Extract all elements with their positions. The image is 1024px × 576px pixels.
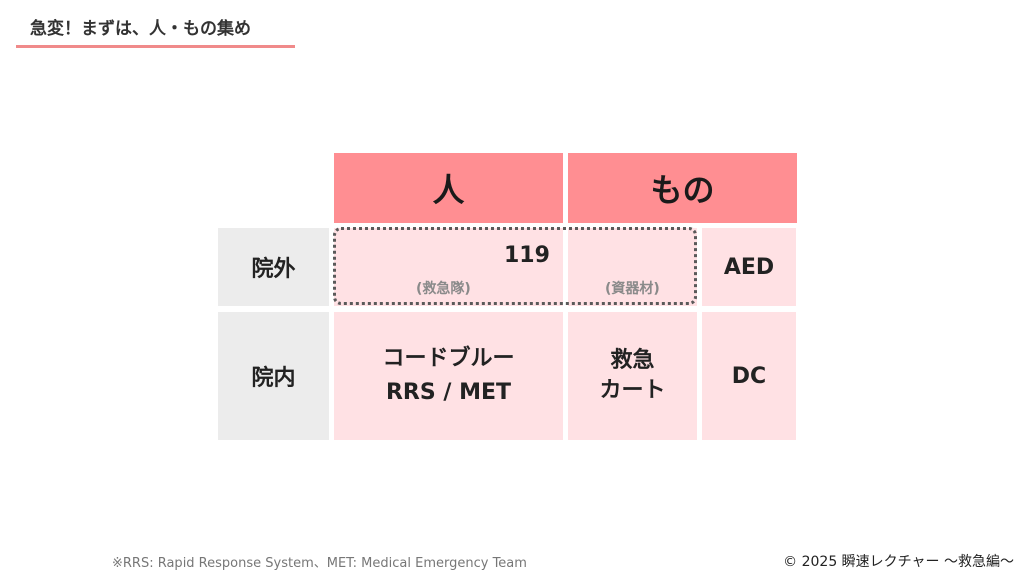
cell-inside-device: DC xyxy=(702,312,796,440)
code-blue-label: コードブルー xyxy=(382,345,515,371)
column-header-people: 人 xyxy=(334,153,563,223)
dc-label: DC xyxy=(731,363,767,389)
title-underline xyxy=(16,45,295,48)
row-header-outside-label: 院外 xyxy=(251,257,296,282)
ambulance-crew-note: (救急隊) xyxy=(416,281,471,297)
equipment-note: (資器材) xyxy=(605,281,660,297)
row-header-outside: 院外 xyxy=(218,228,329,306)
column-header-people-label: 人 xyxy=(432,171,465,209)
dotted-highlight-box xyxy=(333,227,697,305)
cell-inside-people: コードブルー RRS / MET xyxy=(334,312,563,440)
crash-cart-line1: 救急 xyxy=(610,348,655,374)
copyright: © 2025 瞬速レクチャー 〜救急編〜 xyxy=(783,554,1014,570)
page-title: 急変！まずは、人・もの集め xyxy=(30,19,251,39)
cell-inside-things: 救急 カート xyxy=(568,312,697,440)
column-header-things-label: もの xyxy=(650,171,715,209)
aed-label: AED xyxy=(723,254,775,280)
row-header-inside: 院内 xyxy=(218,312,329,440)
emergency-number: 119 xyxy=(504,243,550,268)
row-header-inside-label: 院内 xyxy=(251,366,296,391)
column-header-things: もの xyxy=(568,153,797,223)
cell-outside-device: AED xyxy=(702,228,796,306)
cell-outside-things xyxy=(568,228,697,306)
footnote: ※RRS: Rapid Response System、MET: Medical… xyxy=(112,556,527,571)
crash-cart-line2: カート xyxy=(599,378,666,403)
cell-outside-people xyxy=(334,228,563,306)
rrs-met-label: RRS / MET xyxy=(385,380,511,405)
